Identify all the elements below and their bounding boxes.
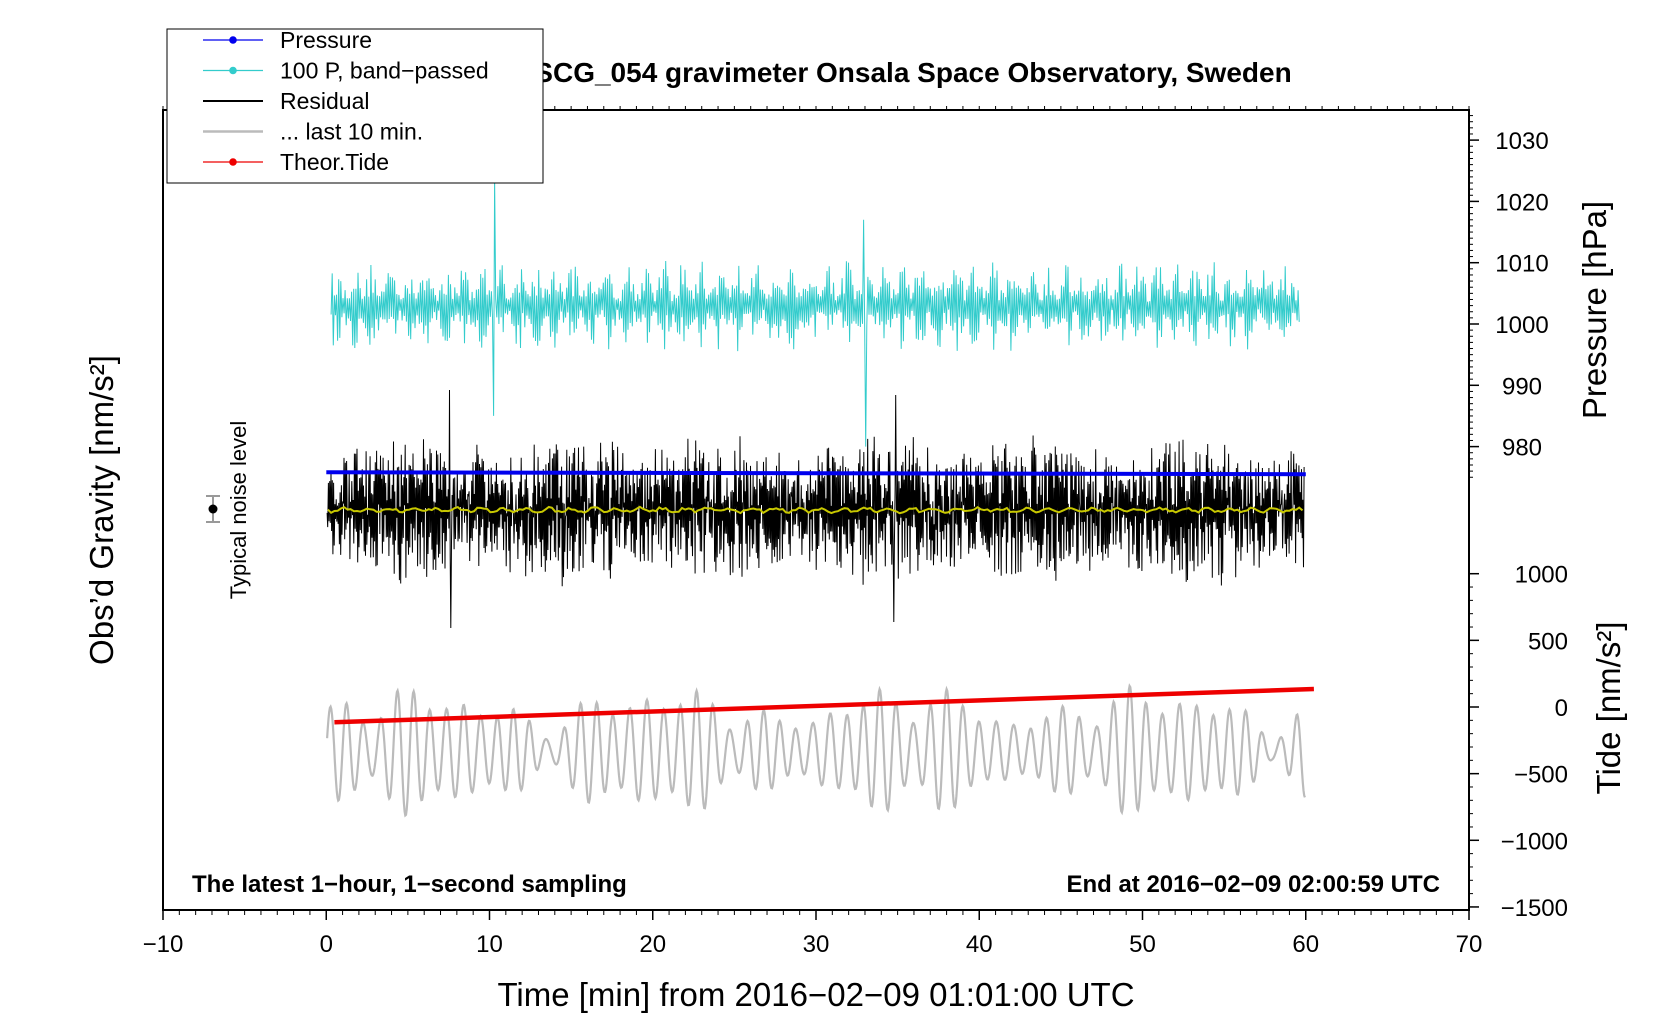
legend-label: 100 P, band−passed xyxy=(280,58,489,84)
series-100p-band-passed xyxy=(330,176,1300,447)
y-axis-label-gravity: Obs’d Gravity [nm/s²] xyxy=(83,355,120,665)
pressure-tick-label: 990 xyxy=(1502,373,1542,400)
legend: Pressure 100 P, band−passed Residual ... la… xyxy=(166,27,544,184)
series-last-10-min xyxy=(326,683,1306,818)
x-tick-label: 70 xyxy=(1456,931,1483,958)
x-axis-ticks: −10 0 10 20 30 40 50 60 70 xyxy=(143,910,1483,958)
x-axis-label: Time [min] from 2016−02−09 01:01:00 UTC xyxy=(497,976,1134,1013)
pressure-tick-label: 980 xyxy=(1502,435,1542,462)
x-tick-label: 40 xyxy=(966,931,993,958)
series-pressure xyxy=(326,470,1306,477)
tide-tick-label: −500 xyxy=(1514,762,1568,789)
annotation-sampling: The latest 1−hour, 1−second sampling xyxy=(192,871,627,898)
x-tick-label: −10 xyxy=(143,931,184,958)
pressure-tick-label: 1010 xyxy=(1495,251,1548,278)
tide-tick-label: −1500 xyxy=(1501,895,1568,922)
legend-marker xyxy=(229,66,237,75)
tide-tick-label: 0 xyxy=(1555,695,1568,722)
pressure-tick-label: 1000 xyxy=(1495,312,1548,339)
x-tick-label: 30 xyxy=(803,931,830,958)
y-axis-label-pressure: Pressure [hPa] xyxy=(1576,201,1613,419)
tide-tick-label: 500 xyxy=(1528,628,1568,655)
legend-label: Theor.Tide xyxy=(280,149,389,175)
legend-label: Residual xyxy=(280,88,370,114)
series-residual-smoothed xyxy=(327,505,1304,515)
x-tick-label: 20 xyxy=(639,931,666,958)
tide-axis-ticks: 1000 500 0 −500 −1000 −1500 xyxy=(1469,562,1568,922)
x-tick-label: 10 xyxy=(476,931,503,958)
legend-label: Pressure xyxy=(280,27,372,53)
chart-title: SCG_054 gravimeter Onsala Space Observat… xyxy=(534,57,1291,88)
pressure-axis-ticks: 1030 1020 1010 1000 990 980 xyxy=(1469,128,1549,462)
x-tick-label: 0 xyxy=(320,931,333,958)
pressure-tick-label: 1030 xyxy=(1495,128,1548,155)
noise-level-marker xyxy=(206,495,220,523)
y-axis-label-tide: Tide [nm/s²] xyxy=(1590,622,1627,795)
pressure-tick-label: 1020 xyxy=(1495,189,1548,216)
tide-tick-label: −1000 xyxy=(1501,828,1568,855)
x-tick-label: 60 xyxy=(1292,931,1319,958)
series-theor-tide xyxy=(334,686,1314,725)
x-tick-label: 50 xyxy=(1129,931,1156,958)
tide-tick-label: 1000 xyxy=(1515,562,1568,589)
noise-level-label: Typical noise level xyxy=(226,421,251,600)
legend-box xyxy=(166,28,544,184)
legend-label: ... last 10 min. xyxy=(280,119,423,145)
legend-marker xyxy=(229,36,237,44)
annotation-end-time: End at 2016−02−09 02:00:59 UTC xyxy=(1066,871,1440,898)
legend-marker xyxy=(229,158,237,166)
